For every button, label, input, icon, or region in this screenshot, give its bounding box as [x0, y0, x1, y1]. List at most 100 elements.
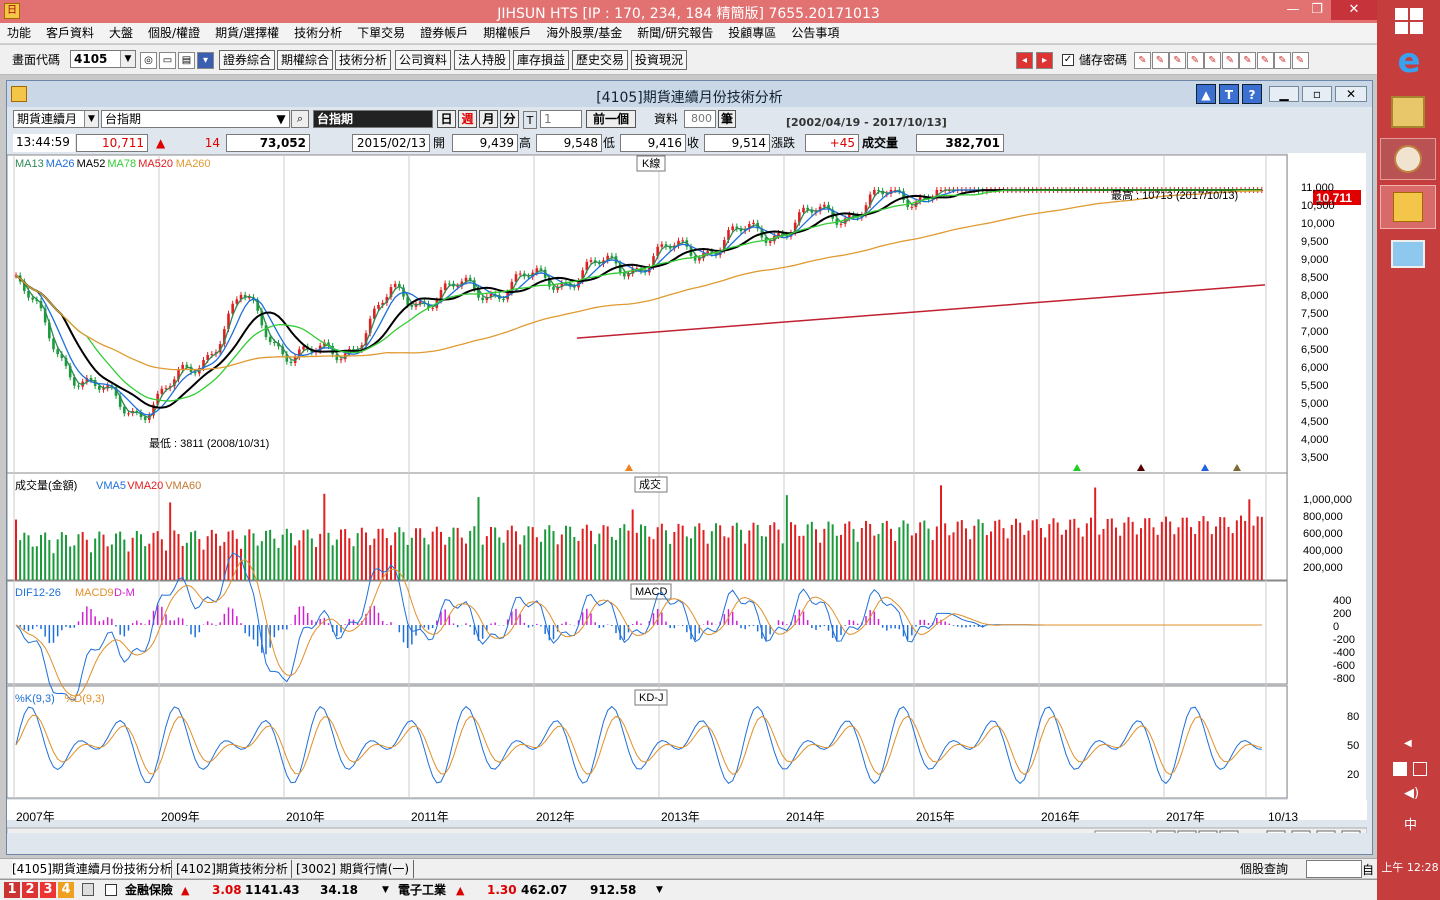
shortcut-1[interactable]: 1 — [4, 882, 20, 898]
tools-icon[interactable]: ✎ — [1186, 52, 1204, 69]
minimize-button[interactable]: — — [1286, 2, 1300, 17]
help-icon[interactable]: ? — [1242, 84, 1262, 104]
tab-2[interactable]: [3002] 期貨行情(一) — [296, 860, 414, 878]
toolbar-button-6[interactable]: 歷史交易 — [572, 50, 629, 70]
search-icon[interactable]: ⌕ — [291, 110, 309, 128]
windows-start-icon[interactable] — [1395, 8, 1423, 34]
chevron-down-icon[interactable]: ▼ — [656, 885, 663, 895]
query-self-icon[interactable]: 自 — [1362, 863, 1375, 877]
menu-item-7[interactable]: 證券帳戶 — [420, 26, 469, 40]
chevron-down-icon[interactable]: ▼ — [276, 112, 286, 126]
text-icon[interactable]: T — [1219, 84, 1239, 104]
menu-item-9[interactable]: 海外股票/基金 — [546, 26, 623, 40]
shortcut-2[interactable]: 2 — [22, 882, 38, 898]
candle-body — [89, 377, 93, 381]
draw-icon[interactable] — [1316, 830, 1336, 833]
price-tag-text: 10,711 — [1316, 191, 1352, 205]
up-arrow-icon[interactable]: ▲ — [1196, 84, 1216, 104]
prev-button[interactable]: 前一個 — [586, 110, 636, 128]
refresh-icon[interactable] — [1219, 830, 1239, 833]
menu-item-8[interactable]: 期權帳戶 — [483, 26, 532, 40]
status-checkbox[interactable] — [105, 884, 117, 896]
window-icon[interactable] — [1266, 830, 1286, 833]
chevron-down-icon[interactable]: ▼ — [382, 885, 389, 895]
tray-expand-icon[interactable]: ◀ — [1404, 738, 1412, 749]
inner-maximize-button[interactable]: ▫ — [1302, 86, 1332, 102]
speaker-icon[interactable]: ◀) — [1404, 786, 1420, 801]
print2-icon[interactable]: ✎ — [1274, 52, 1291, 69]
close-button[interactable]: ✕ — [1331, 0, 1377, 20]
menu-item-4[interactable]: 期貨/選擇權 — [215, 26, 280, 40]
symbol-input[interactable]: 台指期 — [101, 110, 290, 128]
ie-icon[interactable]: e — [1397, 41, 1421, 81]
unit-button[interactable]: 筆 — [718, 110, 736, 128]
maximize-button[interactable]: ❐ — [1311, 2, 1323, 17]
tab-0[interactable]: [4105]期貨連續月份技術分析 — [12, 860, 172, 878]
inner-close-button[interactable]: ✕ — [1335, 86, 1367, 102]
period-button-3[interactable]: 分 — [500, 110, 519, 128]
screen-code-input[interactable]: 4105 — [70, 50, 136, 68]
menu-item-6[interactable]: 下單交易 — [357, 26, 406, 40]
period-button-0[interactable]: 日 — [437, 110, 456, 128]
back-icon[interactable]: ◂ — [1016, 52, 1033, 69]
menu-item-10[interactable]: 新聞/研究報告 — [637, 26, 714, 40]
toolbar-button-3[interactable]: 公司資料 — [395, 50, 452, 70]
lock-icon[interactable] — [82, 883, 94, 896]
save-password-checkbox[interactable]: ✓ — [1062, 54, 1074, 66]
hand-icon[interactable] — [1177, 830, 1197, 833]
series-select[interactable]: 期貨連續月 — [13, 110, 99, 128]
ime-indicator[interactable]: 中 — [1404, 818, 1418, 833]
folder-icon[interactable] — [1391, 96, 1425, 128]
clock[interactable]: 上午 12:28 — [1381, 861, 1439, 874]
search-icon[interactable]: ◎ — [140, 52, 157, 69]
toolbar-button-0[interactable]: 證券綜合 — [219, 50, 276, 70]
gear-icon[interactable] — [1341, 830, 1361, 833]
menu-item-1[interactable]: 客戶資料 — [46, 26, 95, 40]
menu-item-3[interactable]: 個股/權證 — [148, 26, 201, 40]
t-value-select[interactable]: 1 — [540, 110, 582, 128]
zoom-out-icon[interactable] — [1198, 830, 1218, 833]
menu-item-0[interactable]: 功能 — [7, 26, 32, 40]
data-count-input[interactable]: 800 — [684, 110, 716, 128]
shortcut-4[interactable]: 4 — [58, 882, 74, 898]
pen-icon[interactable]: ✎ — [1134, 52, 1151, 69]
toolbar-button-2[interactable]: 技術分析 — [335, 50, 392, 70]
pen-x-icon[interactable]: ✎ — [1151, 52, 1169, 69]
fill-icon[interactable]: ✎ — [1221, 52, 1239, 69]
print-icon[interactable]: ▤ — [178, 52, 195, 69]
period-button-1[interactable]: 週 — [458, 110, 477, 128]
stock-query-input[interactable] — [1306, 860, 1362, 878]
paint-icon[interactable] — [1380, 138, 1436, 180]
zoom-icon[interactable] — [1156, 830, 1176, 833]
menu-item-12[interactable]: 公告事項 — [791, 26, 840, 40]
toolbar-button-5[interactable]: 庫存損益 — [513, 50, 570, 70]
jihsun-app-icon[interactable] — [1380, 185, 1436, 229]
chevron-down-icon[interactable]: ▼ — [84, 111, 98, 127]
period-button-2[interactable]: 月 — [479, 110, 498, 128]
text-icon[interactable]: ✎ — [1204, 52, 1221, 69]
signal-marker — [1201, 464, 1209, 471]
shortcut-3[interactable]: 3 — [40, 882, 56, 898]
view-input[interactable] — [1094, 830, 1152, 833]
inner-minimize-button[interactable]: ▁ — [1269, 86, 1299, 102]
network-icon[interactable] — [1393, 762, 1407, 776]
pencil-icon[interactable]: ✎ — [1239, 52, 1256, 69]
menu-item-2[interactable]: 大盤 — [109, 26, 134, 40]
print-icon[interactable]: ✎ — [1169, 52, 1186, 69]
window-icon[interactable]: ▭ — [159, 52, 176, 69]
dropdown-icon[interactable]: ▾ — [197, 52, 214, 69]
menu-item-5[interactable]: 技術分析 — [294, 26, 343, 40]
toolbar-button-7[interactable]: 投資現況 — [631, 50, 688, 70]
picture-icon[interactable] — [1391, 240, 1425, 268]
fish-icon[interactable]: ✎ — [1256, 52, 1274, 69]
forward-icon[interactable]: ▸ — [1036, 52, 1053, 69]
chevron-down-icon[interactable]: ▼ — [120, 51, 135, 67]
tab-1[interactable]: [4102]期貨技術分析 — [176, 860, 292, 878]
toolbar-button-1[interactable]: 期權綜合 — [277, 50, 334, 70]
table-icon[interactable] — [1291, 830, 1311, 833]
window2-icon[interactable]: ✎ — [1291, 52, 1309, 69]
toolbar-button-4[interactable]: 法人持股 — [454, 50, 511, 70]
menu-item-11[interactable]: 投顧專區 — [728, 26, 777, 40]
flag-icon[interactable] — [1413, 762, 1427, 776]
